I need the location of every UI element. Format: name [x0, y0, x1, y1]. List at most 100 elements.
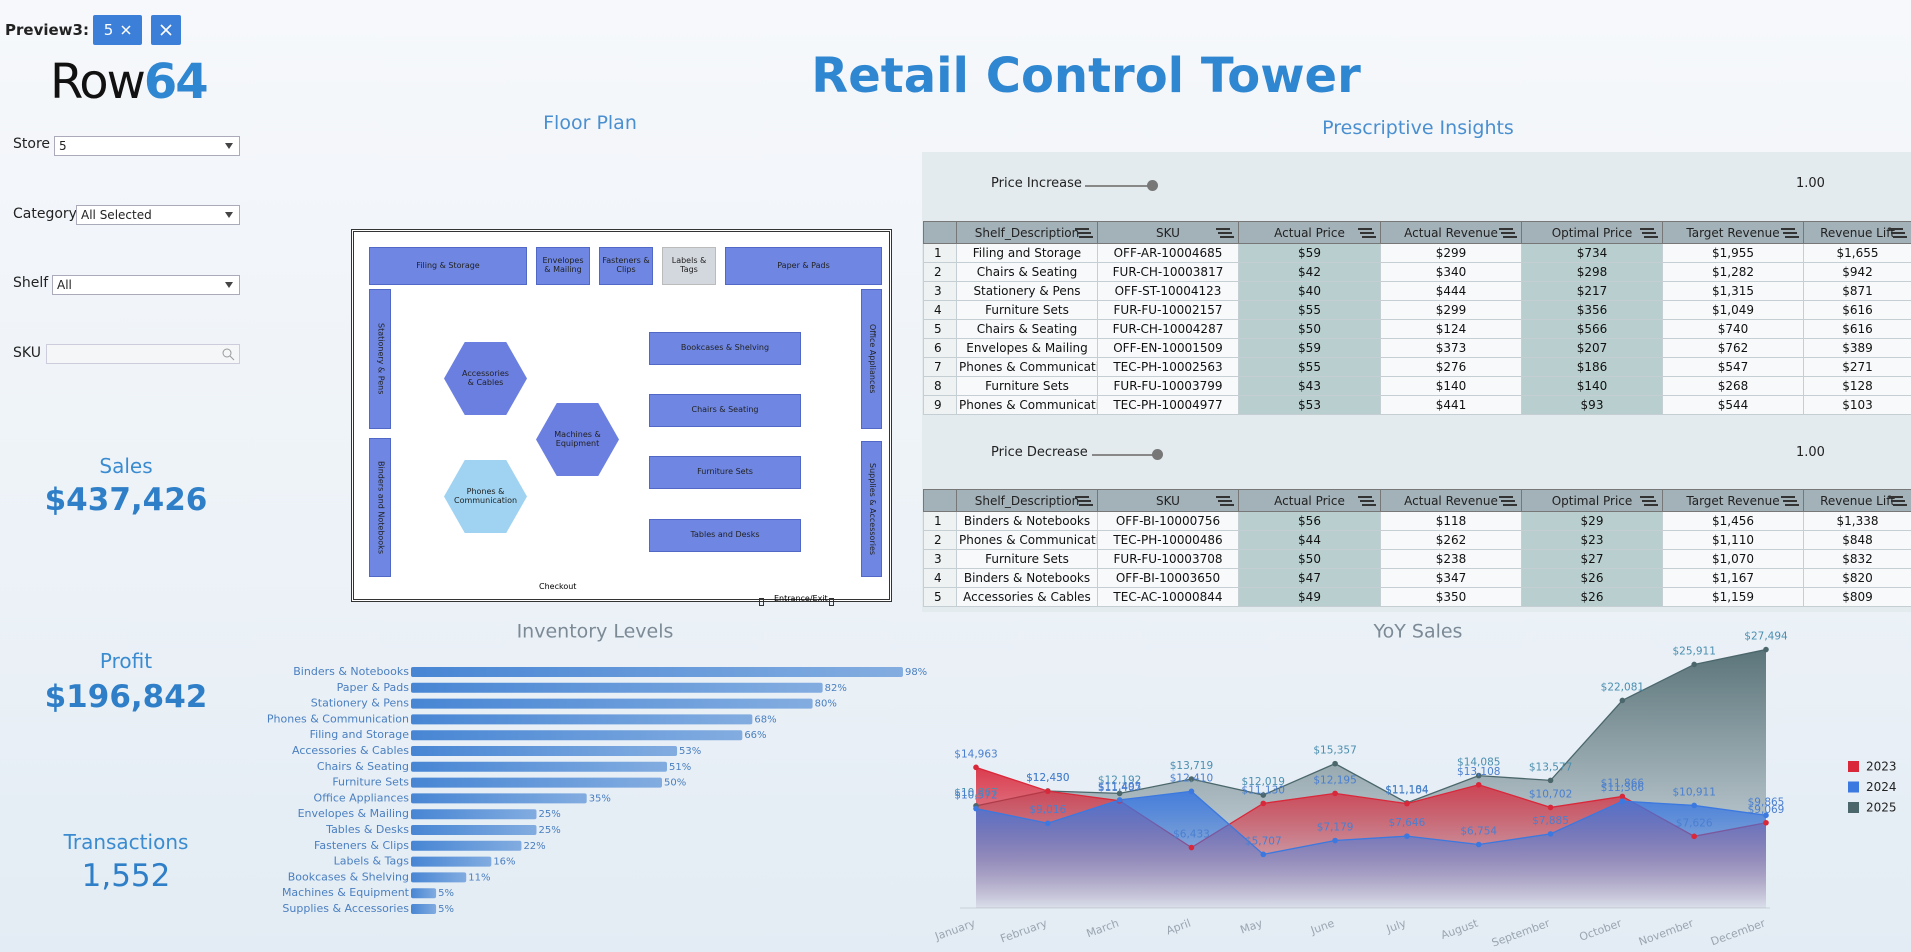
- sku-search[interactable]: [46, 344, 240, 364]
- clear-button[interactable]: [151, 15, 181, 45]
- store-dropdown[interactable]: 5: [54, 136, 240, 156]
- data-point: [1045, 820, 1051, 827]
- table-cell: $27: [1521, 549, 1663, 569]
- point-label: $9,016: [1029, 804, 1066, 816]
- bar: [411, 698, 813, 709]
- table-cell: FUR-FU-10003708: [1097, 549, 1239, 569]
- table-cell: $140: [1521, 376, 1663, 396]
- table-cell: TEC-PH-10000486: [1097, 530, 1239, 550]
- bar: [411, 888, 437, 899]
- point-label: $11,866: [1601, 777, 1645, 789]
- table-cell: $389: [1803, 338, 1911, 358]
- point-label: $10,867: [954, 787, 997, 799]
- table-cell: $1,167: [1662, 568, 1804, 588]
- table-cell: $1,955: [1662, 243, 1804, 263]
- filter-label: Category: [13, 206, 77, 222]
- table-cell: $616: [1803, 300, 1911, 320]
- data-point: [1475, 781, 1482, 788]
- floor-plan: Checkout Entrance/Exit Filing & Storage E…: [351, 229, 892, 606]
- bar: [411, 872, 467, 883]
- filter-label: SKU: [13, 345, 41, 361]
- point-label: $7,646: [1389, 817, 1426, 829]
- filter-label: Shelf: [13, 275, 49, 291]
- data-point: [1619, 697, 1626, 704]
- table-row: 9 Phones & Communicati TEC-PH-10004977 $53 $…: [923, 395, 1911, 415]
- table-cell: Chairs & Seating: [956, 319, 1098, 339]
- point-label: $27,494: [1744, 631, 1788, 643]
- table-cell: $40: [1238, 281, 1381, 301]
- table-cell: $238: [1380, 549, 1522, 569]
- row-number: 8: [923, 376, 957, 396]
- point-label: $13,719: [1170, 760, 1213, 772]
- table-cell: $128: [1803, 376, 1911, 396]
- legend-label: 2023: [1866, 760, 1897, 774]
- row-number: 2: [923, 530, 957, 550]
- slider-knob[interactable]: [1152, 449, 1163, 460]
- data-table: Shelf_Description SKU Actual Price Actual R…: [923, 221, 1911, 415]
- table-row: 4 Binders & Notebooks OFF-BI-10003650 $47 $3…: [923, 568, 1911, 588]
- row-number: 7: [923, 357, 957, 377]
- table-cell: $740: [1662, 319, 1804, 339]
- table-cell: $616: [1803, 319, 1911, 339]
- bar: [411, 904, 437, 914]
- table-cell: Furniture Sets: [956, 376, 1098, 396]
- bar: [411, 730, 743, 741]
- table-cell: $547: [1662, 357, 1804, 377]
- data-point: [1116, 797, 1123, 803]
- x-tick-label: December: [1709, 916, 1767, 948]
- table-cell: $186: [1521, 357, 1663, 377]
- bar: [411, 793, 587, 804]
- table-cell: $762: [1662, 338, 1804, 358]
- slider-label: Price Increase: [991, 176, 1082, 191]
- floor-zone: Tables and Desks: [649, 519, 801, 552]
- table-cell: $42: [1238, 262, 1381, 282]
- row-number-header: [923, 221, 957, 244]
- point-label: $22,081: [1601, 681, 1644, 693]
- table-cell: Filing and Storage: [956, 243, 1098, 263]
- point-label: $9,865: [1748, 796, 1785, 808]
- floor-zone: Filing & Storage: [369, 247, 527, 285]
- legend-swatch: [1848, 802, 1859, 813]
- table-cell: Binders & Notebooks: [956, 568, 1098, 588]
- chart-title: YoY Sales: [1373, 621, 1463, 643]
- table-row: 5 Chairs & Seating FUR-CH-10004287 $50 $124 $…: [923, 319, 1911, 339]
- slider-knob[interactable]: [1147, 180, 1158, 191]
- table-cell: $49: [1238, 587, 1381, 607]
- filter-chip[interactable]: 5: [93, 15, 142, 45]
- table-cell: $276: [1380, 357, 1522, 377]
- column-header: SKU: [1097, 221, 1239, 244]
- data-point: [1116, 790, 1123, 797]
- data-point: [1619, 798, 1626, 804]
- category-dropdown[interactable]: All Selected: [76, 205, 240, 225]
- table-cell: $103: [1803, 395, 1911, 415]
- data-point: [1475, 772, 1482, 779]
- bar-label: Filing and Storage: [310, 728, 410, 741]
- point-label: $10,911: [1672, 786, 1715, 798]
- table-cell: TEC-PH-10004977: [1097, 395, 1239, 415]
- point-label: $15,357: [1313, 745, 1356, 757]
- table-row: 1 Filing and Storage OFF-AR-10004685 $59 $29…: [923, 243, 1911, 263]
- checkout-label: Checkout: [539, 582, 577, 591]
- row-number: 5: [923, 587, 957, 607]
- table-row: 2 Chairs & Seating FUR-CH-10003817 $42 $340 $…: [923, 262, 1911, 282]
- x-tick-label: August: [1439, 916, 1480, 942]
- shelf-dropdown[interactable]: All: [52, 275, 240, 295]
- column-header: Actual Revenue: [1380, 221, 1522, 244]
- data-point: [973, 805, 979, 812]
- bar-label: Fasteners & Clips: [314, 839, 409, 852]
- chip-text: 5: [103, 21, 114, 39]
- table-cell: $47: [1238, 568, 1381, 588]
- slider-track: [1092, 454, 1162, 456]
- table-cell: $340: [1380, 262, 1522, 282]
- table-cell: $871: [1803, 281, 1911, 301]
- table-cell: Accessories & Cables: [956, 587, 1098, 607]
- x-tick-label: March: [1085, 917, 1121, 941]
- bar-value-label: 5%: [438, 888, 454, 899]
- point-label: $6,754: [1460, 826, 1497, 838]
- bar-value-label: 68%: [754, 714, 776, 725]
- table-cell: $299: [1380, 243, 1522, 263]
- table-cell: OFF-AR-10004685: [1097, 243, 1239, 263]
- table-cell: $1,456: [1662, 511, 1804, 531]
- bar: [411, 714, 753, 725]
- point-label: $25,911: [1672, 645, 1715, 657]
